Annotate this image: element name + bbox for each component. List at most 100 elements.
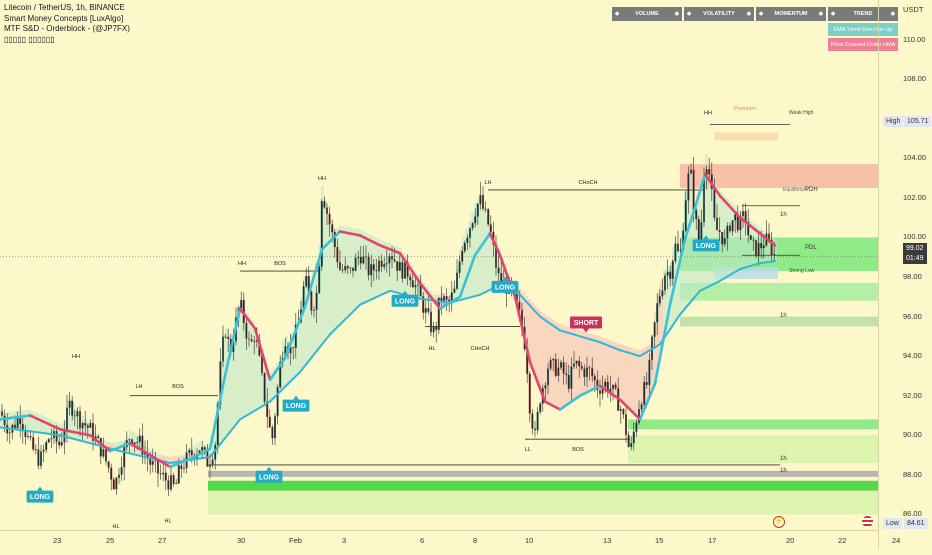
cloud-slice xyxy=(162,455,165,464)
candle-body xyxy=(663,275,666,291)
candle-body xyxy=(695,210,698,220)
time-axis[interactable] xyxy=(0,530,878,551)
candle-body xyxy=(536,411,539,431)
cloud-slice xyxy=(705,154,708,288)
hma-line xyxy=(253,327,272,382)
pdh-label: PDH xyxy=(805,187,818,193)
diamond-icon: ◆ xyxy=(687,11,692,17)
cloud-slice xyxy=(33,411,36,432)
x-tick-label: 20 xyxy=(786,536,795,545)
hma-line xyxy=(378,244,402,255)
candle-body xyxy=(365,256,368,258)
candle-body xyxy=(437,297,440,330)
cloud-slice xyxy=(525,295,528,347)
candle-body xyxy=(203,447,206,450)
hma-line xyxy=(598,384,622,401)
candle-body xyxy=(89,422,92,428)
cloud-slice xyxy=(87,421,90,443)
hma-line xyxy=(418,281,442,310)
candle-body xyxy=(91,422,94,441)
candle-body xyxy=(533,428,536,431)
cloud-slice xyxy=(267,368,270,403)
cloud-slice xyxy=(381,240,384,295)
candle-body xyxy=(409,276,412,281)
candle-body xyxy=(370,264,373,276)
candle-body xyxy=(461,250,464,262)
structure-label: HH xyxy=(72,354,80,360)
candle-body xyxy=(687,173,690,201)
cloud-slice xyxy=(714,183,717,284)
candle-body xyxy=(47,439,50,443)
candle-body xyxy=(279,361,282,388)
tf-label-2: 1h xyxy=(780,313,787,319)
indicator-smc[interactable]: Smart Money Concepts [LuxAlgo] xyxy=(4,13,124,23)
flag-icon[interactable] xyxy=(862,516,873,527)
dashboard-trend-header: ◆ TREND ◆ xyxy=(828,7,898,21)
demand-supply-zone xyxy=(628,435,878,463)
cloud-slice xyxy=(633,348,636,414)
candle-body xyxy=(562,362,565,374)
cloud-slice xyxy=(303,276,306,367)
cloud-slice xyxy=(27,409,30,432)
labels-layer: HH LH BOS HL HL HH BOS HH HL CHoCH LH CHoCH LL BOS HH xyxy=(72,111,712,530)
candle-body xyxy=(565,373,568,376)
candle-body xyxy=(591,368,594,377)
diamond-icon: ◆ xyxy=(818,11,823,17)
candle-body xyxy=(112,479,115,490)
dashboard-momentum-header: ◆ MOMENTUM ◆ xyxy=(756,7,826,21)
candle-body xyxy=(32,437,35,450)
cloud-slice xyxy=(306,283,309,363)
symbol-title[interactable]: Litecoin / TetherUS, 1h, BINANCE xyxy=(4,3,125,12)
candle-body xyxy=(476,203,479,217)
hma-line xyxy=(268,356,287,382)
chart-area[interactable]: HH LH BOS HL HL HH BOS HH HL CHoCH LH CHoCH LL BOS HH … xyxy=(0,0,878,550)
candle-body xyxy=(453,288,456,293)
candle-body xyxy=(292,347,295,349)
candle-body xyxy=(102,449,105,457)
cloud-slice xyxy=(153,451,156,460)
diamond-icon: ◆ xyxy=(674,11,679,17)
cloud-slice xyxy=(288,340,291,383)
cloud-slice xyxy=(399,248,402,294)
hma-line xyxy=(703,172,722,198)
candle-body xyxy=(362,256,365,264)
candle-body xyxy=(76,410,79,417)
signal-label: SHORT xyxy=(574,320,599,327)
cloud-slice xyxy=(327,212,330,337)
cloud-slice xyxy=(171,456,174,466)
candle-body xyxy=(546,368,549,386)
indicator-extra[interactable]: ▯▯▯▯▯ ▯▯▯▯▯▯ xyxy=(4,34,55,44)
countdown-tag: 01:49 xyxy=(903,253,927,264)
candle-body xyxy=(224,336,227,338)
lightning-icon[interactable]: ⚡ xyxy=(773,516,785,528)
indicator-mtf[interactable]: MTF S&D - Orderblock - (@JP7FX) xyxy=(4,24,130,33)
cloud-slice xyxy=(105,441,108,449)
candle-body xyxy=(539,403,542,413)
price-chart[interactable]: HH LH BOS HL HL HH BOS HH HL CHoCH LH CHoCH LL BOSHH … xyxy=(0,0,878,550)
cloud-slice xyxy=(594,334,597,389)
cloud-slice xyxy=(534,305,537,377)
cloud-slice xyxy=(240,303,243,419)
structure-label: HL xyxy=(112,524,119,530)
candle-body xyxy=(151,461,154,465)
cloud-slice xyxy=(702,173,705,290)
price-axis[interactable] xyxy=(878,0,932,550)
candle-body xyxy=(435,326,438,330)
candle-body xyxy=(640,404,643,410)
dashboard-volatility-header: ◆ VOLATILITY ◆ xyxy=(684,7,754,21)
candle-body xyxy=(570,366,573,389)
signal-label: LONG xyxy=(395,298,416,305)
candle-body xyxy=(669,271,672,279)
trend-badge-hma: Price Crossed Under HMA xyxy=(828,38,898,51)
signal-badge xyxy=(391,294,419,307)
candle-body xyxy=(728,225,731,232)
cloud-slice xyxy=(417,274,420,299)
cloud-slice xyxy=(651,334,654,390)
cloud-slice xyxy=(477,196,480,296)
cloud-slice xyxy=(582,331,585,394)
cloud-slice xyxy=(393,245,396,293)
candle-body xyxy=(117,474,120,478)
cloud-slice xyxy=(504,264,507,288)
candle-body xyxy=(614,384,617,389)
candle-body xyxy=(154,460,157,462)
